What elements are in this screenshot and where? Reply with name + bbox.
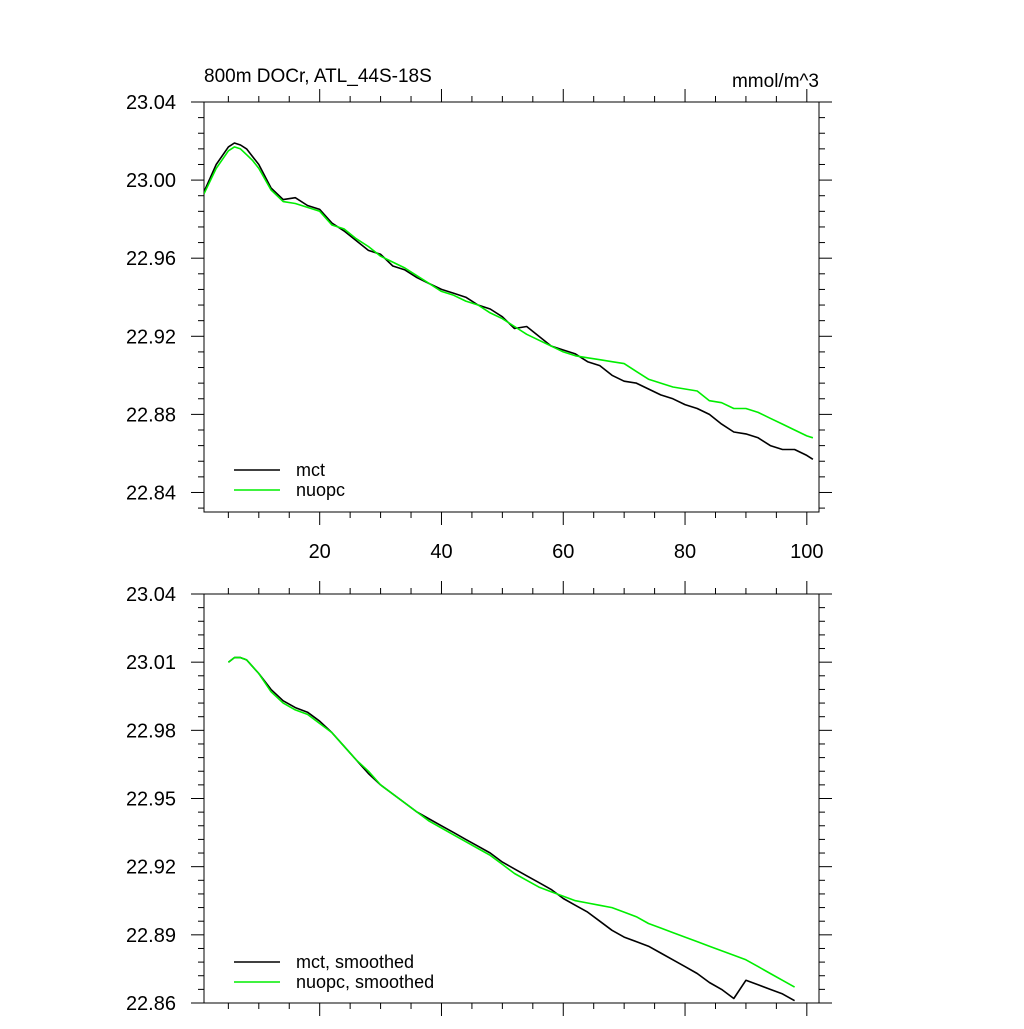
y-tick-label: 23.01: [126, 652, 176, 674]
legend-label: mct: [296, 460, 325, 480]
y-tick-label: 22.98: [126, 720, 176, 742]
y-tick-label: 22.95: [126, 789, 176, 811]
x-tick-label: 40: [430, 541, 452, 563]
series-line-mct: [204, 142, 814, 460]
series-line-nuopc: [204, 146, 814, 439]
y-tick-label: 22.92: [126, 857, 176, 879]
y-tick-label: 23.04: [126, 92, 176, 114]
plot-frame: [203, 593, 820, 1004]
plot-panel-2: 22.86 22.89 22.92 22.95 22.98 23.01 23.04 mct, …: [126, 581, 832, 1016]
units-label: mmol/m^3: [732, 71, 819, 92]
plot-frame: [203, 101, 820, 513]
plot-panel-1: 20 40 60 80 100 22.84 22.88 22.92 22.96 23.00 23.0…: [126, 66, 832, 563]
y-tick-label: 22.89: [126, 925, 176, 947]
y-tick-label: 23.00: [126, 170, 176, 192]
x-tick-label: 60: [552, 541, 574, 563]
y-tick-label: 22.96: [126, 248, 176, 270]
y-tick-label: 22.86: [126, 993, 176, 1015]
x-tick-label: 100: [790, 541, 823, 563]
y-tick-label: 22.92: [126, 326, 176, 348]
y-tick-label: 23.04: [126, 584, 176, 606]
y-tick-label: 22.88: [126, 404, 176, 426]
y-tick-label: 22.84: [126, 482, 176, 504]
x-tick-label: 20: [309, 541, 331, 563]
series-line-mct-smoothed: [227, 656, 795, 1002]
legend-label: mct, smoothed: [296, 952, 414, 972]
x-tick-label: 80: [674, 541, 696, 563]
legend-label: nuopc: [296, 480, 345, 500]
chart-title: 800m DOCr, ATL_44S-18S: [204, 66, 432, 87]
legend-label: nuopc, smoothed: [296, 972, 434, 992]
series-line-nuopc-smoothed: [227, 656, 795, 988]
